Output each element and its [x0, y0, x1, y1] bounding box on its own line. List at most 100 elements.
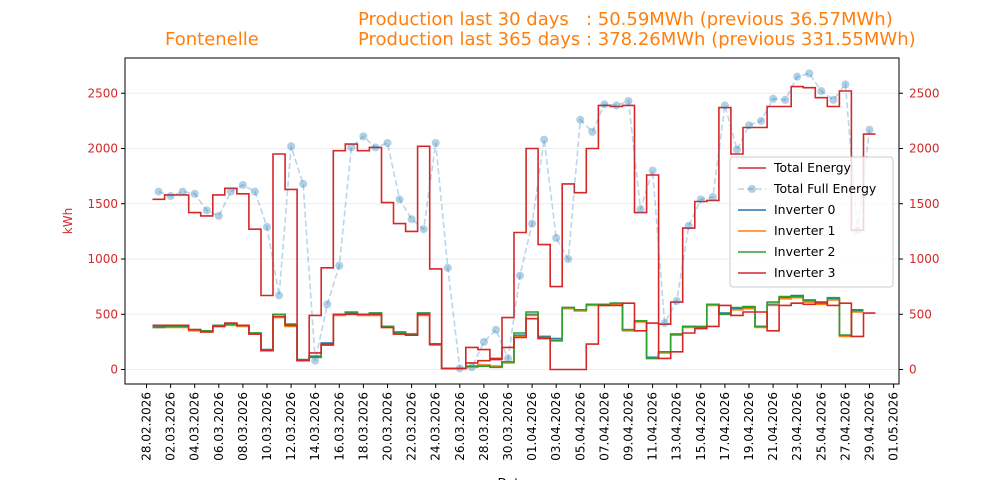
x-tick-label: 14.03.2026 — [308, 392, 322, 461]
data-point — [504, 354, 512, 363]
y-tick-label: 2000 — [87, 142, 118, 156]
y-tick-label-right: 1000 — [909, 252, 940, 266]
data-point — [419, 225, 428, 234]
data-point — [190, 189, 199, 198]
y-tick-label-right: 0 — [909, 363, 917, 377]
legend-label: Inverter 3 — [774, 265, 836, 280]
data-point — [214, 211, 223, 220]
y-tick-label: 0 — [110, 363, 118, 377]
x-tick-label: 28.03.2026 — [477, 392, 491, 461]
y-tick-label: 2500 — [87, 86, 118, 100]
data-point — [443, 263, 452, 272]
data-point — [588, 127, 597, 136]
x-tick-label: 18.03.2026 — [356, 392, 370, 461]
x-tick-label: 07.04.2026 — [597, 392, 611, 461]
data-point — [516, 271, 525, 280]
y-tick-label-right: 2500 — [909, 86, 940, 100]
data-point — [287, 142, 296, 151]
y-tick-label: 1000 — [87, 252, 118, 266]
legend-box — [729, 156, 894, 288]
production-365-days: Production last 365 days : 378.26MWh (pr… — [358, 29, 916, 50]
x-axis-label: Date — [498, 476, 527, 480]
x-tick-label: 13.04.2026 — [670, 392, 684, 461]
data-point — [250, 187, 259, 196]
data-point — [347, 143, 356, 152]
data-point — [793, 72, 802, 81]
series-line — [152, 85, 876, 370]
x-tick-label: 15.04.2026 — [694, 392, 708, 461]
data-point — [311, 356, 320, 365]
data-point — [154, 187, 163, 196]
x-tick-label: 05.04.2026 — [573, 392, 587, 461]
x-tick-label: 24.03.2026 — [429, 392, 443, 461]
data-point — [564, 255, 573, 263]
data-point — [359, 132, 368, 141]
data-point — [407, 215, 416, 224]
x-tick-label: 29.04.2026 — [863, 392, 877, 461]
y-tick-label: 1500 — [87, 197, 118, 211]
data-point — [624, 96, 633, 105]
x-tick-label: 08.03.2026 — [236, 392, 250, 461]
data-point — [672, 296, 681, 305]
data-point — [371, 143, 380, 152]
data-point — [636, 205, 645, 214]
x-tick-label: 11.04.2026 — [646, 392, 660, 461]
x-tick-label: 01.05.2026 — [887, 392, 901, 461]
x-tick-label: 16.03.2026 — [332, 392, 346, 461]
x-tick-label: 12.03.2026 — [284, 392, 298, 461]
data-point — [708, 193, 717, 202]
x-tick-label: 28.02.2026 — [140, 392, 154, 461]
legend-label: Total Energy — [773, 160, 852, 175]
data-point — [202, 206, 211, 215]
data-point — [805, 69, 814, 78]
data-point — [275, 291, 284, 300]
x-tick-label: 22.03.2026 — [405, 392, 419, 461]
data-point — [540, 135, 549, 144]
y-tick-label-right: 1500 — [909, 197, 940, 211]
legend-label: Inverter 1 — [774, 223, 836, 238]
data-point — [732, 145, 741, 154]
data-point — [395, 195, 404, 204]
x-tick-label: 10.03.2026 — [260, 392, 274, 461]
x-tick-label: 06.03.2026 — [212, 392, 226, 461]
data-point — [829, 95, 838, 104]
data-point — [612, 101, 621, 110]
data-point — [335, 261, 344, 270]
data-point — [299, 179, 308, 188]
data-point — [841, 80, 850, 89]
data-point — [178, 187, 187, 196]
legend-label: Inverter 0 — [774, 202, 836, 217]
series-line — [158, 72, 871, 370]
site-name: Fontenelle — [165, 29, 259, 50]
x-tick-label: 02.03.2026 — [164, 392, 178, 461]
y-axis-label: kWh — [61, 208, 75, 234]
production-30-days: Production last 30 days : 50.59MWh (prev… — [358, 9, 893, 30]
data-point — [745, 121, 753, 130]
x-tick-label: 21.04.2026 — [766, 392, 780, 461]
data-point — [781, 95, 790, 104]
data-point — [226, 187, 235, 196]
data-point — [865, 125, 874, 134]
data-point — [696, 195, 705, 204]
x-tick-label: 26.03.2026 — [453, 392, 467, 461]
data-point — [684, 221, 693, 230]
y-tick-label-right: 2000 — [909, 142, 940, 156]
data-point — [238, 180, 247, 189]
data-point — [383, 138, 392, 147]
data-point — [817, 87, 826, 96]
series-line — [152, 301, 876, 371]
plot-frame — [124, 57, 900, 385]
x-tick-label: 30.03.2026 — [501, 392, 515, 461]
legend-marker — [748, 185, 756, 193]
x-tick-label: 01.04.2026 — [525, 392, 539, 461]
data-point — [660, 319, 669, 328]
data-point — [552, 234, 561, 243]
x-tick-label: 09.04.2026 — [622, 392, 636, 461]
legend-label: Inverter 2 — [774, 244, 836, 259]
data-point — [528, 219, 537, 228]
data-point — [769, 94, 778, 103]
data-point — [757, 116, 766, 125]
data-point — [166, 192, 175, 201]
data-point — [720, 101, 729, 110]
